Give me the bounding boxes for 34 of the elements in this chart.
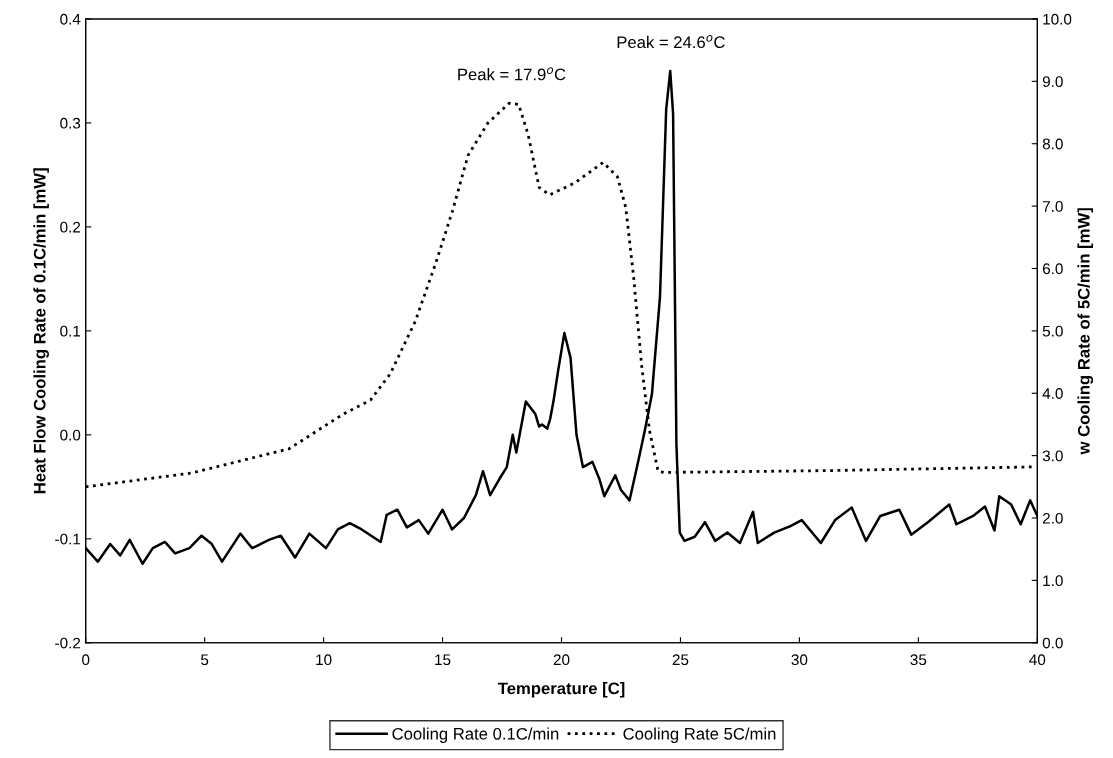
x-tick-label: 0 — [82, 654, 90, 666]
y-tick-label: -0.1 — [55, 533, 81, 545]
y2-tick-label: 6.0 — [1042, 263, 1063, 275]
y-tick-label: 0.0 — [60, 429, 81, 441]
y2-tick-label: 8.0 — [1042, 138, 1063, 150]
annotation: Peak = 17.9$^{o}$C — [458, 67, 566, 81]
y-axis-title: Heat Flow Cooling Rate of 0.1C/min [mW] — [33, 168, 49, 494]
x-tick-label: 10 — [316, 654, 332, 666]
x-tick-label: 30 — [791, 654, 808, 666]
x-tick-label: 40 — [1029, 654, 1046, 666]
x-tick-label: 5 — [201, 654, 209, 666]
y-tick-label: 0.4 — [60, 13, 81, 25]
x-tick-label: 35 — [910, 654, 927, 666]
legend-label: Cooling Rate 0.1C/min — [392, 727, 559, 743]
x-tick-label: 20 — [553, 654, 570, 666]
y-tick-label: 0.3 — [60, 117, 81, 129]
y-tick-label: 0.1 — [60, 325, 81, 337]
y2-tick-label: 2.0 — [1042, 512, 1063, 524]
annotation: Peak = 24.6$^{o}$C — [617, 35, 725, 49]
y2-tick-label: 5.0 — [1042, 325, 1063, 337]
y2-tick-label: 10.0 — [1043, 13, 1072, 25]
y2-tick-label: 3.0 — [1042, 450, 1063, 462]
y2-axis-title: w Cooling Rate of 5C/min [mW] — [1077, 208, 1094, 455]
y-tick-label: 0.2 — [60, 221, 81, 233]
legend-label: Cooling Rate 5C/min — [623, 727, 776, 743]
y2-tick-label: 9.0 — [1042, 76, 1063, 88]
x-axis-title: Temperature [C] — [497, 682, 625, 698]
y2-tick-label: 0.0 — [1042, 637, 1063, 649]
y2-tick-label: 4.0 — [1042, 388, 1063, 399]
x-tick-label: 25 — [672, 654, 689, 666]
y2-tick-label: 1.0 — [1043, 575, 1063, 587]
y-tick-label: -0.2 — [55, 637, 81, 649]
x-tick-label: 15 — [435, 654, 451, 666]
y2-tick-label: 7.0 — [1042, 200, 1063, 212]
